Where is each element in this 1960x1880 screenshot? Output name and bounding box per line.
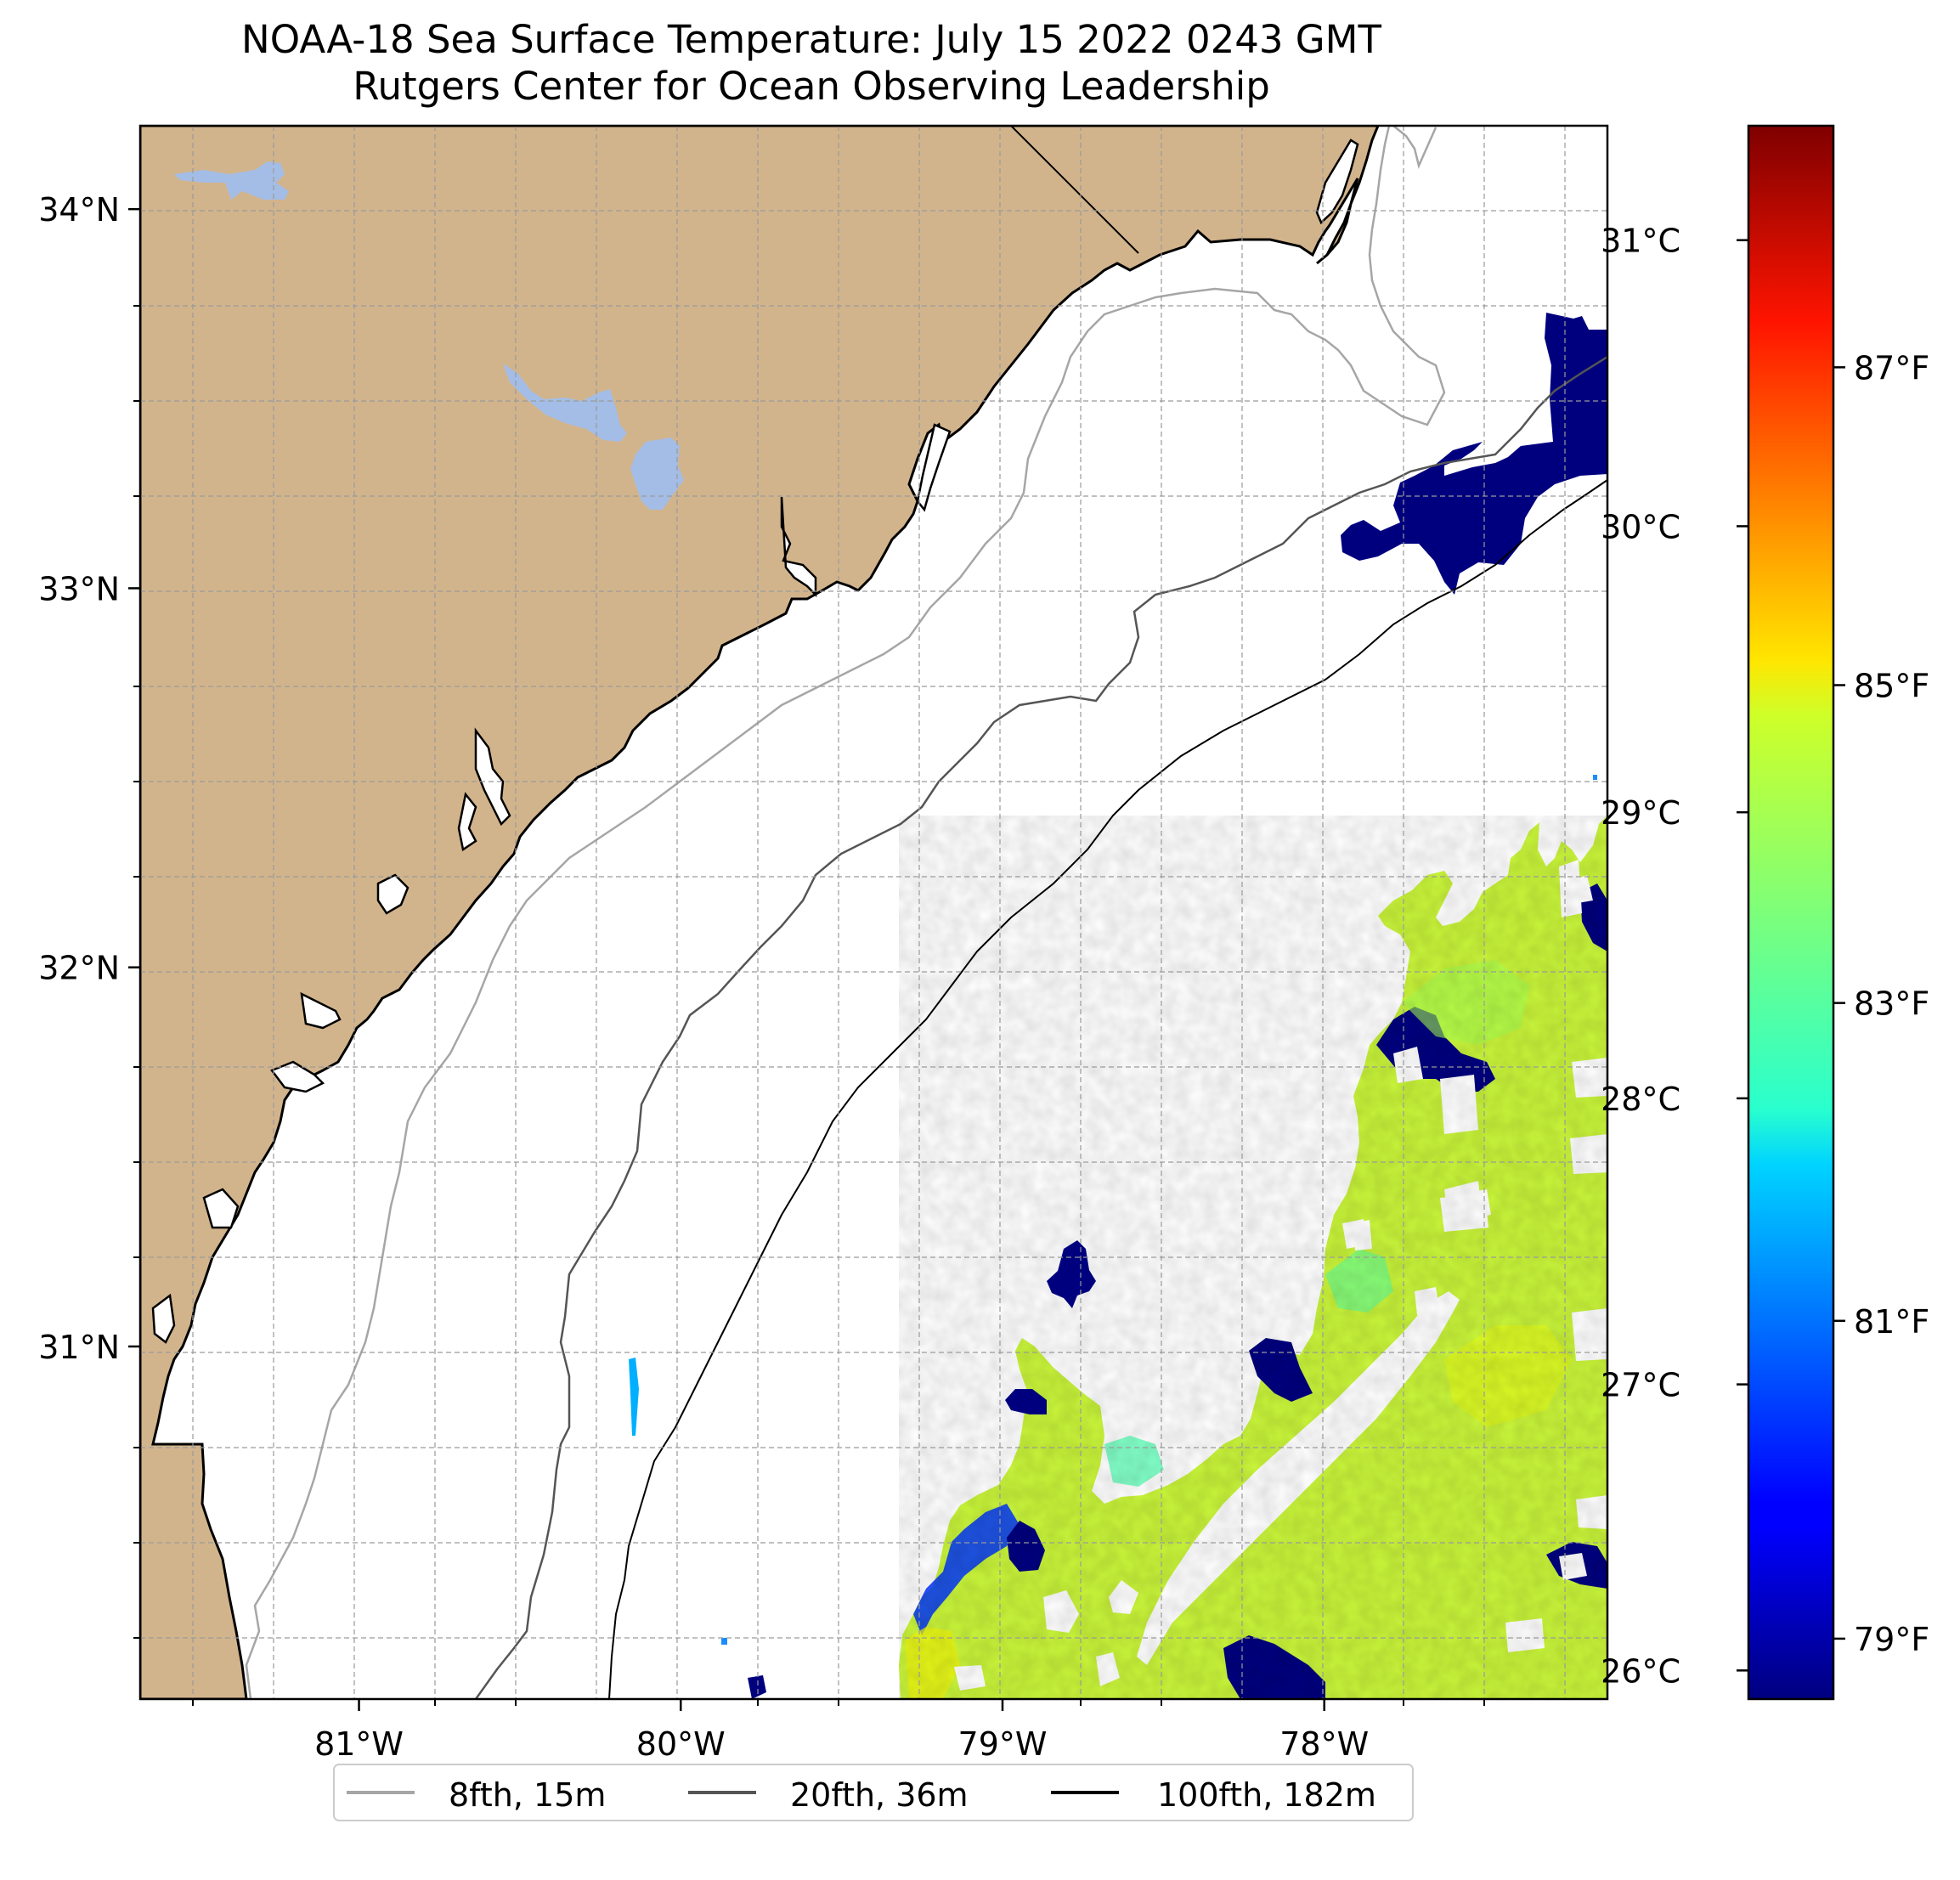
sst-blob-streak [629,1358,639,1436]
isobath-8fth-upper [1392,126,1438,169]
sound-3 [780,496,817,598]
isobaths [245,126,1607,1699]
celsius-tick-label-2: 28°C [1601,1081,1680,1118]
colorbar-gradient [1748,126,1833,1699]
longitude-ticks: 81°W 80°W 79°W 78°W [314,1699,1369,1763]
legend-label-8fth: 8fth, 15m [449,1776,606,1814]
celsius-tick-label-4: 30°C [1601,508,1680,545]
lat-tick-label-3: 31°N [38,1329,120,1366]
lat-tick-label-2: 32°N [38,950,120,987]
latitude-ticks: 34°N 33°N 32°N 31°N [38,191,140,1366]
gridlines [140,126,1607,1699]
coastal-sounds [151,138,1359,1344]
map-title: NOAA-18 Sea Surface Temperature: July 15… [241,17,1381,62]
lat-tick-label-1: 33°N [38,570,120,607]
lake-north [174,161,289,200]
lon-tick-label-0: 81°W [314,1725,404,1763]
lakes [174,161,684,510]
celsius-tick-label-1: 27°C [1601,1367,1680,1404]
sst-patch-northeast [1341,313,1607,595]
isobath-8fth [245,126,1446,1699]
sound-8 [270,1060,325,1093]
fahrenheit-tick-label-3: 85°F [1854,667,1929,704]
minor-ticks [133,305,1485,1706]
colorbar-fahrenheit-ticks: 79°F 81°F 83°F 85°F 87°F [1833,349,1929,1658]
legend-label-20fth: 20fth, 36m [790,1776,969,1814]
sst-data-layer [629,313,1607,1699]
isobath-100fth [608,479,1607,1699]
sound-2 [916,423,952,512]
lat-tick-label-0: 34°N [38,191,120,229]
sound-4 [474,727,511,827]
lake-moultrie [630,438,684,510]
isobath-legend: 8fth, 15m 20fth, 36m 100fth, 182m [333,1764,1414,1821]
fahrenheit-tick-label-0: 79°F [1854,1621,1929,1658]
sound-5 [457,792,477,852]
sst-blob-small-1 [748,1675,766,1699]
legend-label-100fth: 100fth, 182m [1157,1776,1376,1814]
lake-marion [503,364,627,442]
sound-1 [1315,138,1359,225]
legend-box [333,1764,1414,1821]
fahrenheit-tick-label-4: 87°F [1854,349,1929,387]
isobath-20fth [474,355,1607,1699]
sound-6 [376,873,410,915]
celsius-tick-label-3: 29°C [1601,794,1680,832]
sst-blob-small-3 [1593,775,1597,780]
state-border [1010,126,1139,254]
colorbar-celsius-ticks: 26°C 27°C 28°C 29°C 30°C 31°C [1601,223,1748,1690]
sst-blob-small-2 [721,1638,727,1645]
sound-7 [300,991,342,1030]
sound-10 [151,1293,176,1344]
colorbar-frame [1747,124,1835,1701]
celsius-tick-label-0: 26°C [1601,1652,1680,1690]
lon-tick-label-3: 78°W [1279,1725,1369,1763]
sound-9 [202,1188,240,1229]
lon-tick-label-2: 79°W [958,1725,1048,1763]
lon-tick-label-1: 80°W [636,1725,726,1763]
fahrenheit-tick-label-1: 81°F [1854,1303,1929,1341]
map-frame [138,124,1609,1701]
fahrenheit-tick-label-2: 83°F [1854,985,1929,1023]
celsius-tick-label-5: 31°C [1601,223,1680,260]
map-subtitle: Rutgers Center for Ocean Observing Leade… [353,64,1270,109]
sst-blob-south [1005,1389,1047,1414]
